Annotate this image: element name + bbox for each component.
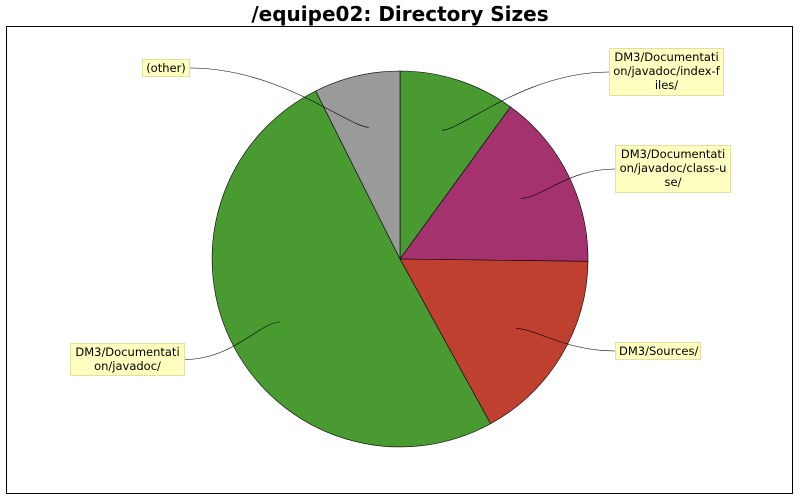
slice-label-3: DM3/Documentati on/javadoc/ xyxy=(70,343,185,376)
slice-label-2: DM3/Sources/ xyxy=(615,342,701,360)
pie-slice-1 xyxy=(399,106,589,262)
pie-slice-3 xyxy=(211,90,491,448)
pie-slice-4 xyxy=(315,70,401,260)
chart-title: /equipe02: Directory Sizes xyxy=(251,2,549,26)
leader-line-1 xyxy=(520,168,616,199)
leader-lines xyxy=(184,67,616,360)
leader-line-0 xyxy=(441,71,610,131)
slice-label-1: DM3/Documentati on/javadoc/class-u se/ xyxy=(615,145,731,193)
pie-slice-2 xyxy=(399,258,589,425)
leader-line-4 xyxy=(189,67,369,128)
leader-line-3 xyxy=(184,321,281,360)
pie-slice-0 xyxy=(399,70,511,260)
pie-slices xyxy=(211,70,589,448)
slice-label-0: DM3/Documentati on/javadoc/index-f iles/ xyxy=(609,48,724,96)
plot-frame xyxy=(6,26,793,494)
leader-line-2 xyxy=(516,328,616,352)
slice-label-4: (other) xyxy=(142,59,190,77)
